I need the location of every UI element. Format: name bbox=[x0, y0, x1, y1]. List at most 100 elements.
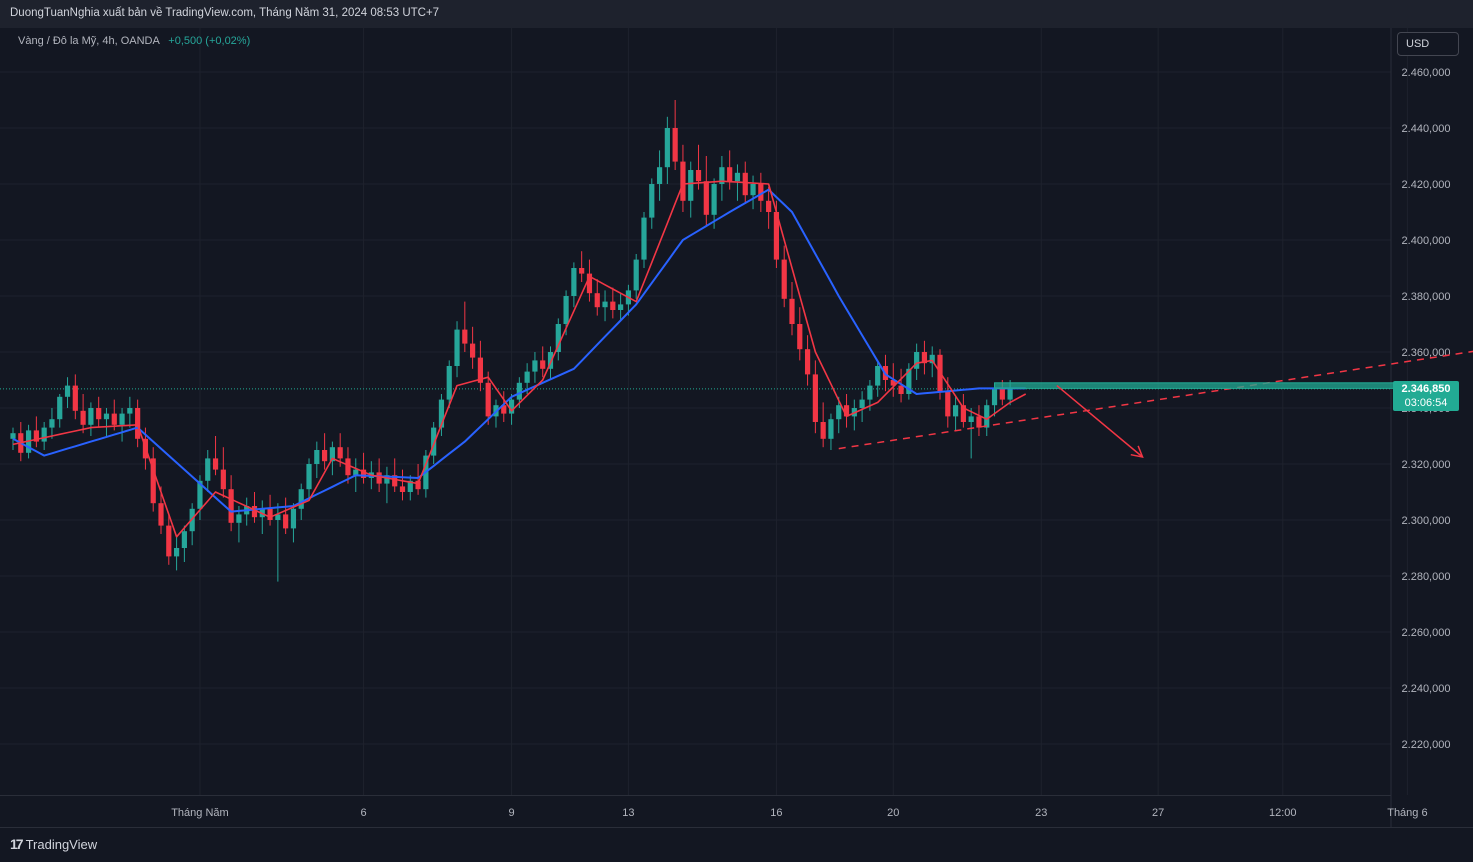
candle-body bbox=[10, 433, 16, 439]
symbol-legend[interactable]: Vàng / Đô la Mỹ, 4h, OANDA +0,500 (+0,02… bbox=[18, 35, 250, 47]
time-axis-label: Tháng 6 bbox=[1387, 807, 1427, 819]
candle-body bbox=[758, 184, 764, 201]
dashed-trendline[interactable] bbox=[838, 303, 1473, 450]
candle-body bbox=[64, 385, 71, 397]
candle-body bbox=[431, 427, 437, 456]
time-axis-label: 20 bbox=[887, 807, 899, 819]
candle-body bbox=[158, 503, 164, 526]
candle-body bbox=[579, 268, 585, 274]
candle-body bbox=[952, 405, 959, 417]
candle-body bbox=[80, 410, 86, 425]
candle-body bbox=[501, 405, 507, 414]
time-axis-label: 23 bbox=[1035, 807, 1047, 819]
candle-body bbox=[820, 422, 826, 439]
candle-body bbox=[322, 450, 328, 462]
candle-body bbox=[649, 184, 655, 218]
candle-body bbox=[781, 259, 787, 299]
candle-body bbox=[72, 385, 78, 411]
candle-body bbox=[306, 464, 312, 490]
candle-body bbox=[329, 447, 335, 462]
price-axis-label: 2.420,000 bbox=[1402, 179, 1451, 191]
down-arrow-line[interactable] bbox=[1056, 385, 1144, 458]
candle-body bbox=[33, 430, 39, 442]
candle-body bbox=[516, 382, 522, 400]
candle-body bbox=[485, 382, 491, 417]
candle-body bbox=[984, 405, 990, 428]
candle-body bbox=[337, 447, 343, 459]
candle-body bbox=[828, 419, 834, 439]
candle-body bbox=[812, 374, 818, 422]
candle-body bbox=[664, 128, 670, 168]
candle-body bbox=[656, 167, 663, 184]
chart-grid bbox=[0, 28, 1408, 827]
candle-body bbox=[711, 184, 717, 215]
price-axis-label: 2.460,000 bbox=[1402, 67, 1451, 79]
candle-body bbox=[929, 354, 935, 364]
candle-body bbox=[672, 128, 678, 162]
ma-fast-line bbox=[12, 180, 1027, 538]
price-axis-label: 2.320,000 bbox=[1402, 459, 1451, 471]
currency-button[interactable]: USD bbox=[1397, 32, 1459, 56]
candle-body bbox=[1007, 388, 1013, 400]
tradingview-logo[interactable]: 17 TradingView bbox=[10, 836, 97, 852]
candle-body bbox=[555, 324, 561, 352]
candle-body bbox=[633, 259, 639, 291]
candle-body bbox=[875, 366, 881, 386]
time-axis-label: 12:00 bbox=[1269, 807, 1297, 819]
candle-body bbox=[135, 408, 141, 439]
candle-body bbox=[999, 388, 1005, 400]
price-axis-label: 2.400,000 bbox=[1402, 235, 1451, 247]
candle-body bbox=[766, 200, 772, 212]
candle-body bbox=[688, 170, 694, 201]
resistance-zone[interactable] bbox=[994, 382, 1447, 389]
candle-body bbox=[220, 469, 226, 490]
candle-body bbox=[914, 352, 920, 369]
candle-body bbox=[602, 301, 608, 308]
ma-slow-line bbox=[12, 188, 1026, 513]
candle-body bbox=[298, 489, 304, 509]
candle-body bbox=[205, 458, 211, 481]
candle-body bbox=[703, 181, 709, 215]
candle-body bbox=[96, 408, 102, 420]
candle-body bbox=[438, 399, 445, 428]
candle-body bbox=[719, 167, 725, 184]
candle-body bbox=[88, 408, 94, 425]
candle-body bbox=[680, 161, 686, 201]
candle-body bbox=[446, 366, 452, 400]
candle-body bbox=[392, 475, 398, 487]
candle-body bbox=[586, 273, 593, 294]
time-axis-label: 6 bbox=[360, 807, 366, 819]
price-axis-label: 2.440,000 bbox=[1402, 123, 1451, 135]
candle-body bbox=[119, 413, 125, 425]
candle-body bbox=[797, 324, 803, 350]
candle-body bbox=[773, 212, 780, 260]
candle-body bbox=[477, 357, 483, 383]
candle-body bbox=[594, 293, 600, 308]
candle-body bbox=[454, 329, 460, 366]
candle-body bbox=[415, 480, 421, 490]
candle-body bbox=[228, 489, 234, 523]
candle-body bbox=[991, 388, 998, 406]
candle-body bbox=[734, 172, 741, 182]
price-axis-label: 2.220,000 bbox=[1402, 739, 1451, 751]
time-axis-label: 27 bbox=[1152, 807, 1164, 819]
candle-body bbox=[610, 301, 616, 310]
candle-body bbox=[540, 360, 546, 369]
publish-info: DuongTuanNghia xuất bản về TradingView.c… bbox=[10, 7, 440, 19]
candle-body bbox=[563, 296, 569, 324]
candle-body bbox=[353, 469, 359, 476]
candle-body bbox=[843, 405, 850, 417]
tradingview-logo-icon: 17 bbox=[10, 836, 24, 852]
price-change: +0,500 (+0,02%) bbox=[168, 35, 251, 47]
candle-body bbox=[111, 413, 117, 425]
time-axis-label: 16 bbox=[770, 807, 782, 819]
candle-body bbox=[314, 450, 320, 464]
candle-body bbox=[251, 506, 258, 518]
candle-body bbox=[376, 472, 382, 484]
candle-body bbox=[921, 352, 928, 364]
candle-body bbox=[618, 304, 624, 310]
candle-body bbox=[906, 368, 912, 394]
candle-body bbox=[859, 399, 865, 408]
